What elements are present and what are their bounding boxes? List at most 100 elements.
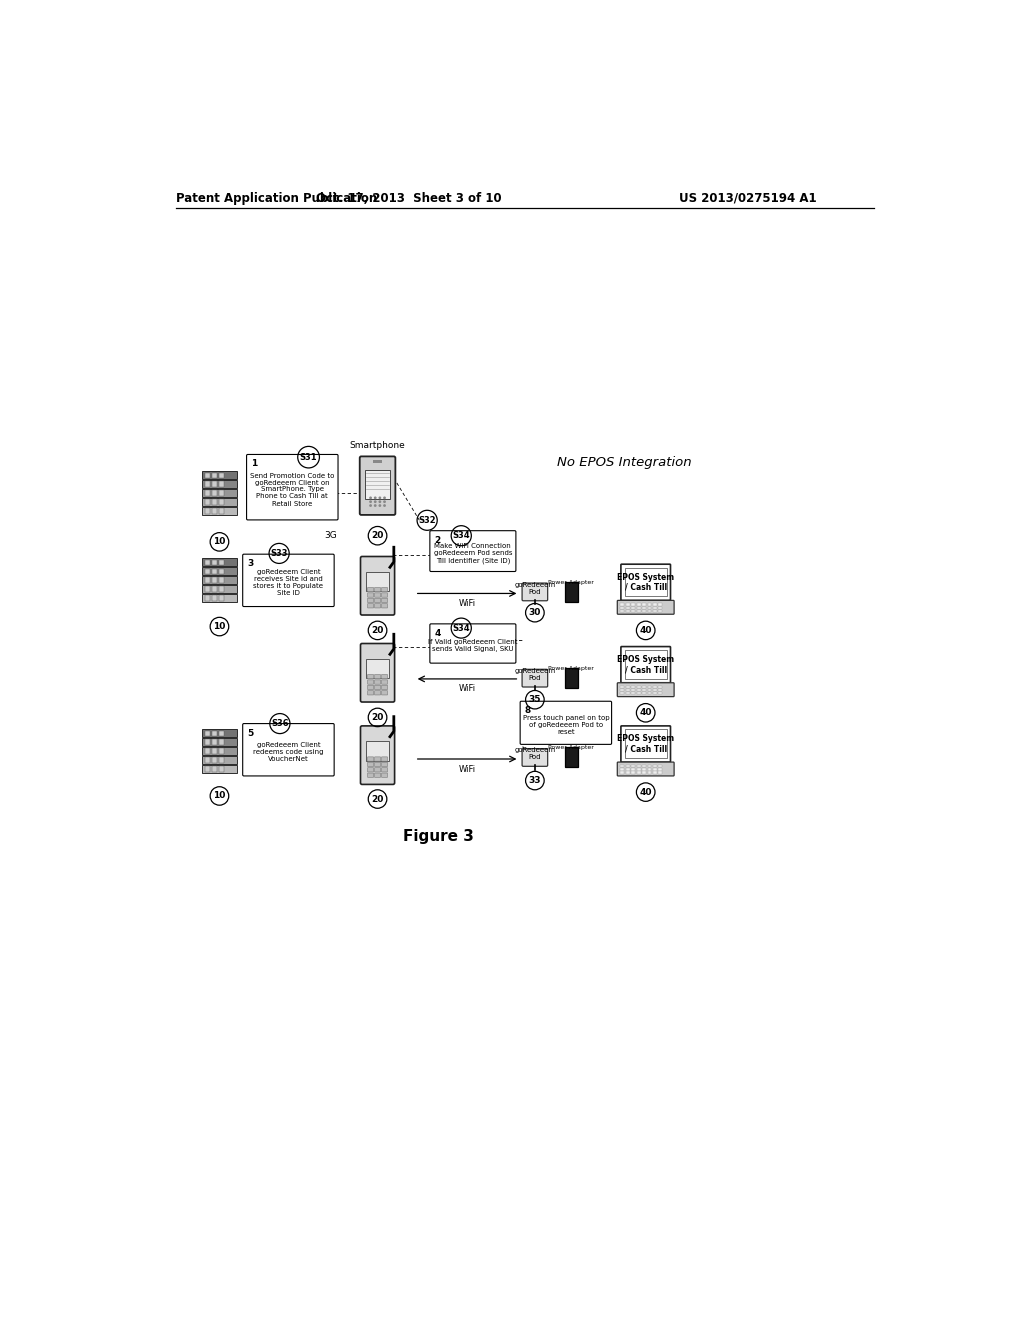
FancyBboxPatch shape — [617, 682, 674, 697]
Bar — [653, 607, 656, 609]
FancyBboxPatch shape — [375, 675, 381, 678]
Bar — [658, 768, 663, 771]
Bar — [373, 461, 382, 462]
Bar — [631, 689, 635, 692]
Bar — [653, 768, 656, 771]
Text: S33: S33 — [270, 549, 288, 558]
FancyBboxPatch shape — [375, 774, 381, 777]
Bar — [205, 577, 210, 583]
Text: WiFi: WiFi — [459, 599, 475, 609]
Bar — [212, 508, 217, 513]
Circle shape — [383, 504, 386, 507]
FancyBboxPatch shape — [382, 774, 387, 777]
Bar — [621, 771, 625, 774]
Bar — [212, 766, 217, 772]
FancyBboxPatch shape — [368, 675, 374, 678]
Bar — [653, 692, 656, 694]
Bar — [212, 748, 217, 754]
Bar — [219, 473, 224, 478]
Bar — [205, 491, 210, 496]
Bar — [203, 488, 237, 498]
Bar — [212, 499, 217, 506]
Bar — [626, 610, 630, 612]
Bar — [366, 742, 389, 760]
FancyBboxPatch shape — [382, 587, 387, 591]
Text: WiFi: WiFi — [459, 685, 475, 693]
FancyBboxPatch shape — [621, 726, 671, 762]
FancyBboxPatch shape — [368, 593, 374, 597]
Bar — [642, 768, 646, 771]
FancyBboxPatch shape — [360, 644, 394, 702]
Bar — [203, 764, 237, 774]
Bar — [205, 595, 210, 601]
FancyBboxPatch shape — [430, 531, 516, 572]
Bar — [203, 568, 237, 576]
Bar — [658, 766, 663, 767]
Text: 5: 5 — [247, 729, 253, 738]
Bar — [625, 651, 667, 678]
Text: 33: 33 — [528, 776, 541, 785]
FancyBboxPatch shape — [522, 748, 548, 767]
Bar — [203, 747, 237, 755]
FancyBboxPatch shape — [247, 454, 338, 520]
Text: Power Adapter: Power Adapter — [549, 744, 594, 750]
Bar — [203, 738, 237, 746]
Text: Power Adapter: Power Adapter — [549, 579, 594, 585]
Bar — [653, 686, 656, 688]
FancyBboxPatch shape — [382, 756, 387, 762]
FancyBboxPatch shape — [382, 768, 387, 772]
Bar — [219, 499, 224, 506]
Bar — [647, 686, 651, 688]
Bar — [565, 582, 578, 602]
Bar — [626, 607, 630, 609]
Bar — [212, 739, 217, 746]
Bar — [625, 730, 667, 758]
Bar — [621, 689, 625, 692]
FancyBboxPatch shape — [375, 680, 381, 684]
Bar — [219, 491, 224, 496]
Circle shape — [370, 500, 372, 503]
Bar — [219, 482, 224, 487]
Bar — [626, 686, 630, 688]
Bar — [205, 739, 210, 746]
Bar — [205, 482, 210, 487]
Bar — [203, 576, 237, 583]
Text: 35: 35 — [528, 696, 541, 704]
FancyBboxPatch shape — [382, 593, 387, 597]
Bar — [626, 689, 630, 692]
Text: S32: S32 — [419, 516, 436, 525]
Bar — [642, 610, 646, 612]
Bar — [203, 729, 237, 737]
Bar — [647, 771, 651, 774]
FancyBboxPatch shape — [360, 557, 394, 615]
Bar — [219, 748, 224, 754]
Bar — [212, 473, 217, 478]
FancyBboxPatch shape — [621, 564, 671, 601]
FancyBboxPatch shape — [520, 701, 611, 744]
Text: WiFi: WiFi — [459, 764, 475, 774]
Bar — [642, 607, 646, 609]
Bar — [621, 607, 625, 609]
Text: Send Promotion Code to
goRedeeem Client on
SmartPhone. Type
Phone to Cash Till a: Send Promotion Code to goRedeeem Client … — [250, 473, 335, 507]
Bar — [631, 692, 635, 694]
Text: Press touch panel on top
of goRedeeem Pod to
reset: Press touch panel on top of goRedeeem Po… — [522, 715, 609, 735]
Circle shape — [379, 504, 381, 507]
Bar — [653, 603, 656, 606]
FancyBboxPatch shape — [368, 762, 374, 767]
FancyBboxPatch shape — [375, 768, 381, 772]
Bar — [626, 766, 630, 767]
Bar — [219, 577, 224, 583]
Bar — [637, 610, 641, 612]
FancyBboxPatch shape — [368, 603, 374, 609]
Bar — [658, 603, 663, 606]
Bar — [631, 610, 635, 612]
Bar — [212, 560, 217, 565]
Text: Power Adapter: Power Adapter — [549, 665, 594, 671]
Text: S31: S31 — [300, 453, 317, 462]
FancyBboxPatch shape — [617, 762, 674, 776]
Bar — [203, 480, 237, 488]
FancyBboxPatch shape — [368, 768, 374, 772]
Bar — [365, 470, 390, 499]
Bar — [621, 686, 625, 688]
Circle shape — [379, 500, 381, 503]
